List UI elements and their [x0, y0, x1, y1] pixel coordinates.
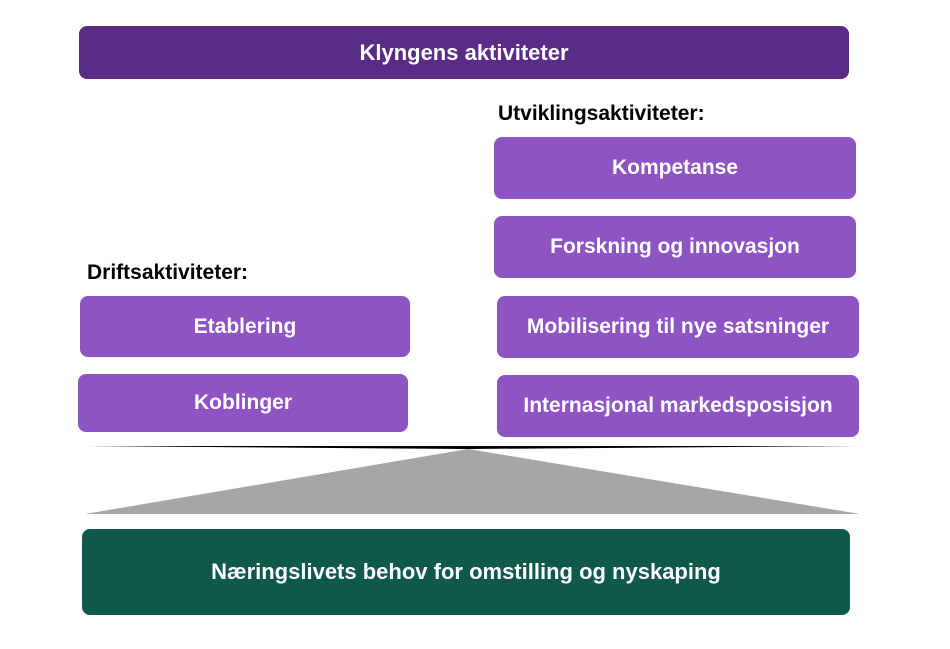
utvikling-box-forskning: Forskning og innovasjon [494, 216, 856, 278]
utvikling-label-text: Utviklingsaktiviteter: [498, 102, 705, 125]
drift-box-label: Koblinger [194, 391, 292, 415]
drift-box-label: Etablering [194, 315, 297, 339]
drift-label-text: Driftsaktiviteter: [87, 261, 248, 284]
drift-label: Driftsaktiviteter: [87, 261, 248, 285]
utvikling-box-label: Kompetanse [612, 156, 738, 180]
utvikling-box-kompetanse: Kompetanse [494, 137, 856, 199]
diagram-canvas: Klyngens aktiviteter Driftsaktiviteter: … [0, 0, 950, 649]
utvikling-box-label: Mobilisering til nye satsninger [527, 315, 829, 339]
drift-box-etablering: Etablering [80, 296, 410, 357]
utvikling-box-internasjonal: Internasjonal markedsposisjon [497, 375, 859, 437]
utvikling-box-mobilisering: Mobilisering til nye satsninger [497, 296, 859, 358]
header-box: Klyngens aktiviteter [79, 26, 849, 79]
drift-box-koblinger: Koblinger [78, 374, 408, 432]
footer-text: Næringslivets behov for omstilling og ny… [211, 559, 721, 585]
utvikling-box-label: Internasjonal markedsposisjon [523, 394, 832, 418]
utvikling-box-label: Forskning og innovasjon [550, 235, 800, 259]
utvikling-label: Utviklingsaktiviteter: [498, 102, 705, 126]
footer-box: Næringslivets behov for omstilling og ny… [82, 529, 850, 615]
header-text: Klyngens aktiviteter [359, 40, 568, 66]
triangle-connector [85, 446, 860, 514]
